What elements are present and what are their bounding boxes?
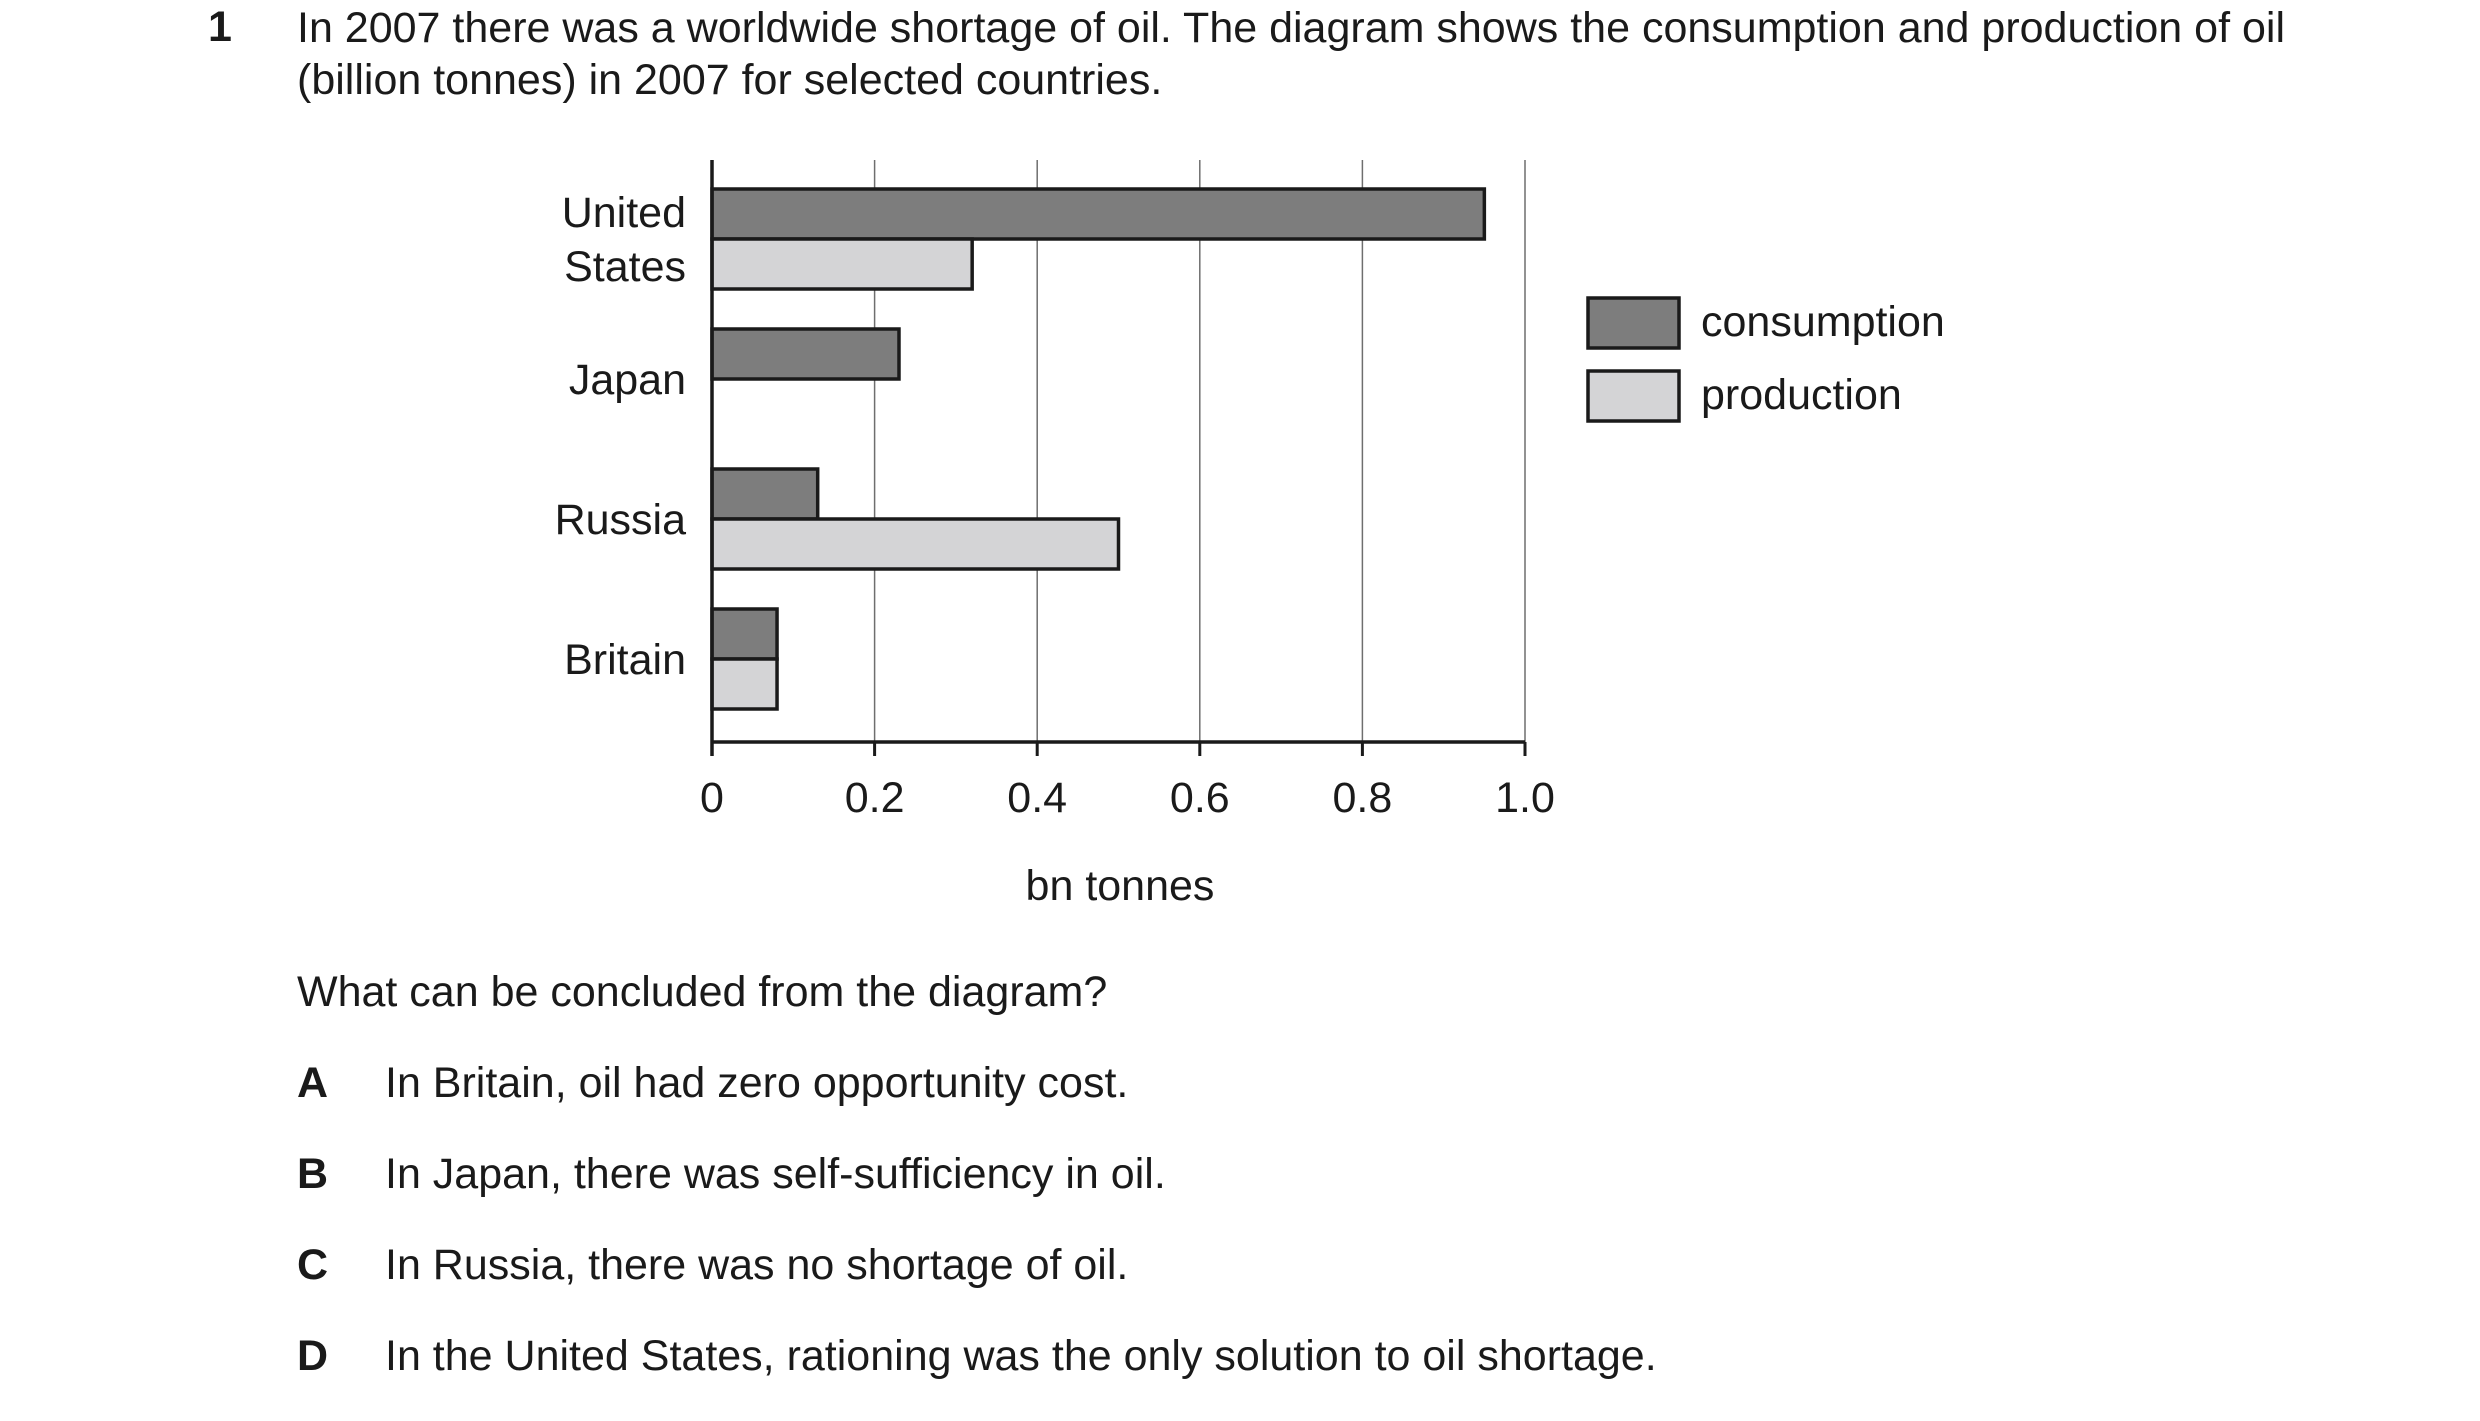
option-letter: B: [297, 1150, 329, 1198]
legend-swatch-consumption: [1586, 296, 1681, 350]
bar-consumption: [710, 187, 1487, 241]
option-text: In Russia, there was no shortage of oil.: [385, 1241, 1129, 1289]
legend-swatch-production: [1586, 369, 1681, 423]
option-letter: A: [297, 1059, 329, 1107]
x-tick-label: 0: [700, 774, 724, 822]
bar-production: [710, 517, 1121, 571]
legend-label-production: production: [1701, 371, 1902, 419]
bar-consumption: [710, 467, 820, 521]
category-label: Japan: [569, 356, 686, 404]
option-b[interactable]: B In Japan, there was self-sufficiency i…: [297, 1148, 1657, 1239]
option-text: In Japan, there was self-sufficiency in …: [385, 1150, 1166, 1198]
bar-production: [710, 237, 974, 291]
x-tick-label: 0.6: [1170, 774, 1230, 822]
question-number: 1: [208, 3, 232, 51]
legend-label-consumption: consumption: [1701, 298, 1945, 346]
x-tick-label: 1.0: [1495, 774, 1555, 822]
answer-options: A In Britain, oil had zero opportunity c…: [297, 1057, 1657, 1421]
bar-production: [710, 657, 779, 711]
oil-bar-chart: 0 0.2 0.4 0.6 0.8 1.0 United States Japan Russia B…: [555, 160, 1945, 910]
category-label: Russia: [555, 496, 687, 544]
bar-consumption: [710, 607, 779, 661]
option-d[interactable]: D In the United States, rationing was th…: [297, 1330, 1657, 1421]
option-a[interactable]: A In Britain, oil had zero opportunity c…: [297, 1057, 1657, 1148]
x-tick-label: 0.2: [845, 774, 905, 822]
option-text: In Britain, oil had zero opportunity cos…: [385, 1059, 1129, 1107]
option-letter: C: [297, 1241, 329, 1289]
x-axis-title: bn tonnes: [1026, 862, 1215, 910]
bar-consumption: [710, 327, 901, 381]
option-text: In the United States, rationing was the …: [385, 1332, 1657, 1380]
question-stem: In 2007 there was a worldwide shortage o…: [297, 4, 2285, 104]
x-tick-label: 0.8: [1333, 774, 1393, 822]
question-prompt: What can be concluded from the diagram?: [297, 968, 1108, 1016]
category-label: Britain: [564, 636, 686, 684]
category-label: United: [562, 189, 686, 237]
category-label: States: [564, 243, 686, 291]
x-tick-label: 0.4: [1007, 774, 1067, 822]
option-letter: D: [297, 1332, 329, 1380]
option-c[interactable]: C In Russia, there was no shortage of oi…: [297, 1239, 1657, 1330]
